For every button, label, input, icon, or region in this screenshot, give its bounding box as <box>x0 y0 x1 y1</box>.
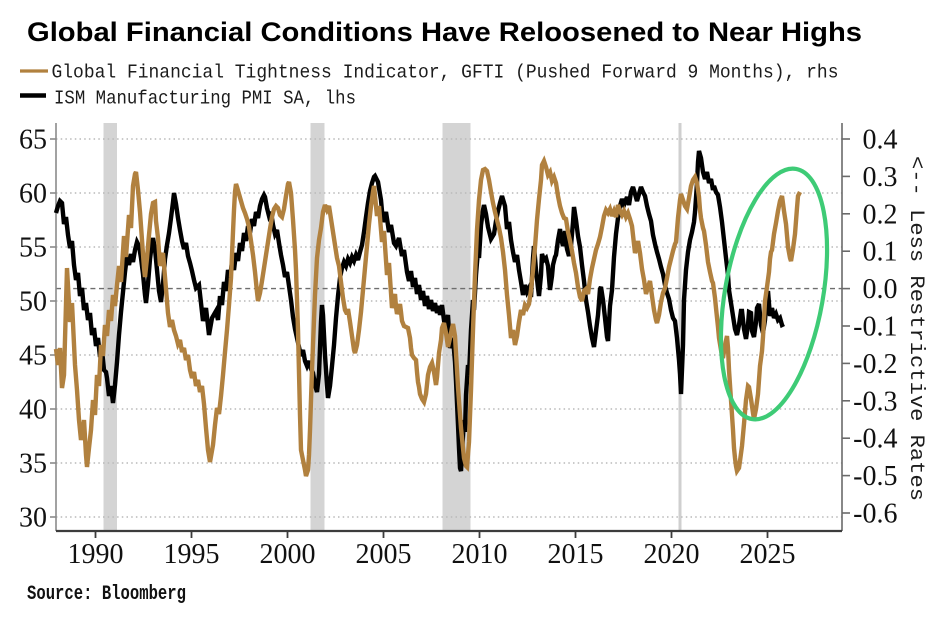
svg-text:-0.6: -0.6 <box>853 499 897 530</box>
svg-text:65: 65 <box>19 125 47 156</box>
svg-text:2005: 2005 <box>356 539 412 570</box>
svg-text:ISM Manufacturing PMI SA, lhs: ISM Manufacturing PMI SA, lhs <box>54 88 356 110</box>
svg-text:60: 60 <box>19 179 47 210</box>
svg-text:0.3: 0.3 <box>863 162 898 193</box>
svg-text:2015: 2015 <box>548 539 604 570</box>
svg-text:45: 45 <box>19 341 47 372</box>
svg-text:1995: 1995 <box>164 539 220 570</box>
svg-text:Global Financial Tightness Ind: Global Financial Tightness Indicator, GF… <box>52 62 839 84</box>
svg-text:0.4: 0.4 <box>863 125 898 156</box>
svg-text:2020: 2020 <box>644 539 700 570</box>
svg-text:55: 55 <box>19 233 47 264</box>
svg-text:2025: 2025 <box>740 539 796 570</box>
svg-text:2010: 2010 <box>452 539 508 570</box>
svg-text:50: 50 <box>19 287 47 318</box>
svg-text:<-- Less Restrictive Rates: <-- Less Restrictive Rates <box>904 156 927 501</box>
svg-text:-0.3: -0.3 <box>853 386 897 417</box>
svg-text:0.2: 0.2 <box>863 199 898 230</box>
svg-text:2000: 2000 <box>260 539 316 570</box>
svg-text:Source: Bloomberg: Source: Bloomberg <box>27 583 186 606</box>
svg-text:40: 40 <box>19 395 47 426</box>
svg-text:-0.1: -0.1 <box>853 312 897 343</box>
svg-text:-0.4: -0.4 <box>853 424 897 455</box>
svg-text:0.1: 0.1 <box>863 237 898 268</box>
svg-text:Global Financial Conditions Ha: Global Financial Conditions Have Reloose… <box>27 17 862 47</box>
svg-text:0.0: 0.0 <box>863 274 898 305</box>
svg-text:-0.2: -0.2 <box>853 349 897 380</box>
svg-text:-0.5: -0.5 <box>853 461 897 492</box>
svg-text:30: 30 <box>19 503 47 534</box>
svg-text:35: 35 <box>19 449 47 480</box>
svg-text:1990: 1990 <box>68 539 124 570</box>
